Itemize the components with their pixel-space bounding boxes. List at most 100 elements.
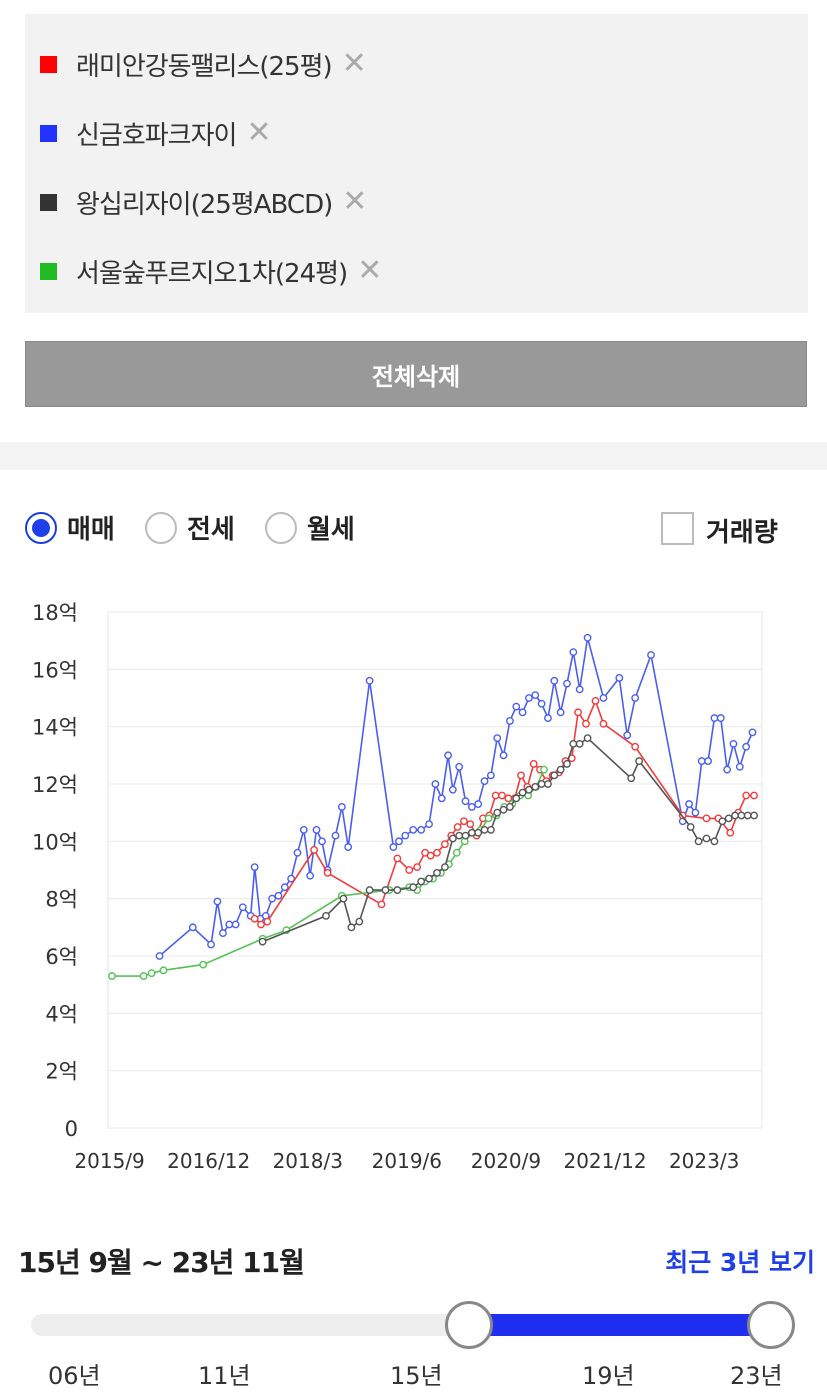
- volume-checkbox[interactable]: [661, 512, 694, 545]
- compare-legend-panel: [25, 14, 808, 313]
- legend-label: 서울숲푸르지오1차(24평): [76, 258, 348, 289]
- data-point: [480, 777, 489, 786]
- radio-monthly-rent[interactable]: 월세: [265, 509, 355, 546]
- data-point: [393, 854, 402, 863]
- data-point: [627, 774, 636, 783]
- data-point: [389, 843, 398, 851]
- radio-empty-icon[interactable]: [145, 511, 177, 544]
- data-point: [455, 762, 464, 771]
- delete-all-button[interactable]: 전체삭제: [25, 341, 807, 407]
- data-point: [544, 714, 552, 722]
- slider-tick-label: 11년: [198, 1362, 251, 1390]
- data-point: [431, 780, 440, 788]
- radio-label: 월세: [307, 515, 355, 545]
- data-point: [409, 825, 418, 834]
- slider-start-handle[interactable]: [445, 1301, 493, 1349]
- data-point: [735, 762, 744, 771]
- data-point: [466, 820, 475, 829]
- data-point: [623, 731, 632, 740]
- data-point: [498, 791, 506, 800]
- legend-color-swatch: [40, 262, 57, 280]
- data-point: [448, 785, 457, 794]
- x-tick-label: 2021/12: [563, 1149, 646, 1173]
- data-point: [556, 708, 565, 717]
- radio-empty-icon[interactable]: [265, 511, 297, 544]
- data-point: [575, 685, 584, 694]
- data-point: [433, 868, 441, 877]
- data-point: [486, 825, 495, 834]
- data-point: [499, 751, 508, 760]
- y-tick-label: 16억: [32, 658, 78, 682]
- remove-icon[interactable]: ✕: [341, 46, 367, 81]
- remove-icon[interactable]: ✕: [246, 115, 272, 150]
- x-tick-label: 2015/9: [74, 1149, 144, 1173]
- x-tick-label: 2018/3: [273, 1149, 343, 1173]
- data-point: [493, 808, 502, 817]
- data-point: [743, 811, 752, 820]
- data-point: [395, 837, 403, 846]
- data-point: [299, 825, 308, 834]
- radio-selected-icon[interactable]: [25, 511, 57, 544]
- data-point: [556, 765, 565, 774]
- data-point: [425, 874, 433, 883]
- data-point: [742, 791, 751, 800]
- data-point: [250, 914, 259, 923]
- radio-jeonse[interactable]: 전세: [145, 509, 235, 546]
- data-point: [250, 863, 259, 872]
- data-point: [569, 739, 578, 748]
- data-point: [452, 848, 461, 857]
- data-point: [417, 877, 426, 886]
- x-tick-label: 2023/3: [669, 1149, 739, 1173]
- data-point: [461, 797, 470, 806]
- data-point: [583, 734, 592, 743]
- data-point: [731, 811, 739, 820]
- data-point: [322, 911, 330, 920]
- data-point: [723, 765, 732, 774]
- data-point: [647, 651, 655, 659]
- data-point: [393, 886, 402, 894]
- data-point: [331, 831, 340, 840]
- data-point: [486, 771, 495, 780]
- data-point: [413, 863, 422, 872]
- slider-tick-label: 06년: [48, 1362, 101, 1390]
- period-slider-selected-range: [469, 1314, 771, 1336]
- data-point: [219, 929, 227, 937]
- data-point: [525, 694, 533, 702]
- recent-3-years-link[interactable]: 최근 3년 보기: [665, 1248, 815, 1277]
- radio-sale[interactable]: 매매: [25, 509, 115, 546]
- legend-label: 래미안강동팰리스(25평): [76, 51, 333, 82]
- x-tick-label: 2019/6: [372, 1149, 442, 1173]
- data-point: [704, 757, 712, 765]
- data-point: [591, 696, 600, 705]
- legend-item-3: 서울숲푸르지오1차(24평) ✕: [40, 253, 382, 289]
- data-point: [405, 866, 414, 874]
- data-point: [550, 771, 559, 780]
- data-point: [716, 714, 725, 722]
- data-point: [280, 883, 289, 892]
- data-point: [599, 694, 608, 702]
- remove-icon[interactable]: ✕: [357, 253, 383, 288]
- legend-item-1: 신금호파크자이 ✕: [40, 115, 272, 151]
- data-point: [306, 871, 315, 880]
- data-point: [702, 814, 711, 823]
- data-point: [365, 886, 374, 894]
- data-point: [225, 920, 234, 929]
- data-point: [257, 920, 265, 929]
- data-point: [726, 828, 735, 837]
- legend-color-swatch: [40, 124, 57, 142]
- data-point: [694, 837, 703, 846]
- data-point: [550, 676, 559, 685]
- data-point: [635, 757, 644, 765]
- data-point: [108, 972, 116, 980]
- data-point: [401, 831, 410, 840]
- data-point: [365, 676, 374, 685]
- data-point: [274, 891, 283, 900]
- remove-icon[interactable]: ✕: [342, 184, 368, 219]
- slider-end-handle[interactable]: [747, 1301, 795, 1349]
- data-point: [631, 694, 640, 702]
- data-point: [544, 780, 552, 788]
- x-tick-label: 2020/9: [471, 1149, 541, 1173]
- data-point: [444, 751, 452, 760]
- data-point: [531, 691, 540, 700]
- data-point: [748, 728, 757, 737]
